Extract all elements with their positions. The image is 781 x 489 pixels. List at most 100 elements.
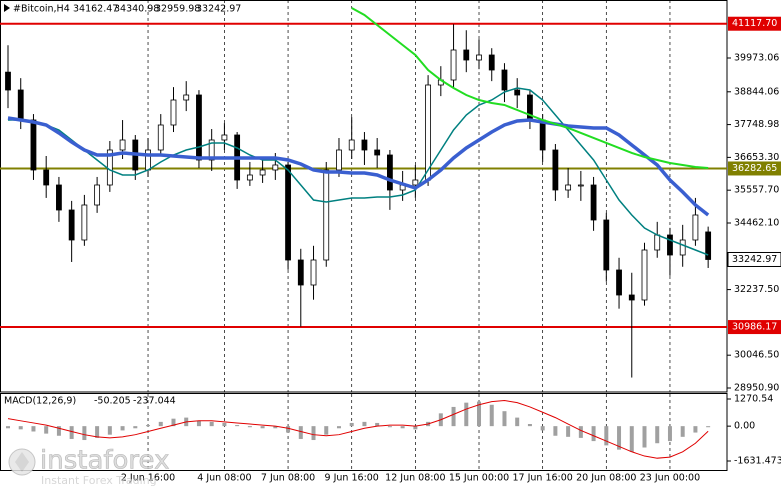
macd-bar <box>120 426 125 431</box>
candle-body <box>577 184 584 187</box>
axes: 2 Jun 16:00 4 Jun 08:00 7 Jun 08:00 9 Jun 1… <box>121 16 781 484</box>
candle-body <box>183 94 190 101</box>
macd-bar <box>222 422 227 427</box>
candle-body <box>119 139 126 151</box>
y-tick-label: 38844.06 <box>734 86 779 97</box>
candle-body <box>705 231 712 260</box>
macd-bar <box>527 424 532 427</box>
ohlc-low: 32959.98 <box>155 4 200 15</box>
macd-bar <box>260 426 265 429</box>
macd-bar <box>171 418 176 427</box>
macd-bar <box>44 426 49 434</box>
candle-body <box>679 239 686 256</box>
y-tick-label: 34462.10 <box>734 217 779 228</box>
candle-body <box>654 234 661 251</box>
macd-bar <box>336 426 341 429</box>
moving-average <box>7 116 710 217</box>
candle-body <box>348 139 355 151</box>
candle-body <box>30 119 37 171</box>
x-tick-label: 4 Jun 08:00 <box>197 473 251 484</box>
macd-bar <box>540 426 545 431</box>
price-label-box <box>727 251 781 267</box>
macd-bar <box>566 426 571 437</box>
macd-bar <box>18 426 23 430</box>
candle-body <box>196 94 202 161</box>
macd-bar <box>298 426 303 439</box>
candle-body <box>323 169 330 261</box>
macd-name: MACD(12,26,9) <box>4 396 76 407</box>
candle-body <box>463 49 470 61</box>
candle-body <box>310 259 317 286</box>
macd-bar <box>515 417 520 427</box>
level-label-box <box>728 161 781 176</box>
candle-body <box>56 184 62 211</box>
candle-body <box>501 69 508 91</box>
level-label-box <box>728 16 781 31</box>
ohlc-high: 34340.98 <box>114 4 159 15</box>
candle-body <box>297 259 304 286</box>
macd-bar <box>693 426 698 433</box>
macd-bar <box>146 425 151 427</box>
candle-body <box>412 179 419 186</box>
moving-average <box>8 87 709 256</box>
candle-body <box>68 209 75 241</box>
macd-bar <box>107 426 112 435</box>
candle-body <box>285 164 291 261</box>
y-tick-label: 32237.50 <box>734 284 779 295</box>
macd-bar <box>95 426 100 438</box>
macd-bar <box>413 426 418 430</box>
macd-bar <box>311 426 316 441</box>
macd-bar <box>591 426 596 442</box>
macd-bar <box>400 426 405 429</box>
macd-bar <box>247 426 252 428</box>
candle-body <box>246 174 253 181</box>
y-tick-label: 0.00 <box>734 421 755 432</box>
macd-bar <box>629 426 634 452</box>
watermark-logo-mark <box>15 452 29 472</box>
level-label: 30986.17 <box>732 322 777 333</box>
candle-body <box>514 89 521 96</box>
header-icon <box>4 4 10 12</box>
x-tick-label: 23 Jun 00:00 <box>640 473 700 484</box>
candle-body <box>590 184 597 221</box>
macd-bar <box>617 426 622 450</box>
macd-bar <box>158 421 163 427</box>
candle-body <box>552 149 559 191</box>
macd-bar <box>642 426 647 448</box>
main-panel <box>0 0 728 393</box>
candle-body <box>386 154 393 191</box>
candle-body <box>450 49 457 81</box>
x-tick-label: 17 Jun 16:00 <box>512 473 572 484</box>
candle-body <box>17 89 24 121</box>
candle-body <box>336 149 342 171</box>
y-tick-label: 36653.30 <box>734 152 779 163</box>
macd-panel <box>0 393 728 471</box>
y-tick-label: 37748.98 <box>734 119 779 130</box>
candle-body <box>221 134 228 141</box>
macd-bar <box>667 426 672 442</box>
candle-body <box>94 184 101 206</box>
candle-body <box>476 54 482 61</box>
macd-bar <box>578 426 583 438</box>
price-label: 33242.97 <box>732 254 777 265</box>
macd-bar <box>209 421 214 427</box>
macd-bar <box>349 422 354 427</box>
candle-body <box>170 99 177 126</box>
macd-bar <box>286 426 291 433</box>
macd-bar <box>477 401 482 427</box>
candle-body <box>259 169 266 176</box>
x-tick-label: 15 Jun 00:00 <box>449 473 509 484</box>
symbol: #Bitcoin,H4 <box>13 4 70 15</box>
x-tick-label: 7 Jun 08:00 <box>261 473 315 484</box>
candle-body <box>374 149 381 156</box>
candle-body <box>488 54 495 71</box>
candle-body <box>361 139 368 151</box>
y-tick-label: -1631.473 <box>734 455 781 466</box>
watermark-tagline: Instant Forex Trading <box>41 474 157 487</box>
level-label: 36282.65 <box>732 163 777 174</box>
candle-body <box>603 219 610 271</box>
candle-body <box>641 249 648 301</box>
x-tick-label: 12 Jun 08:00 <box>385 473 445 484</box>
macd-bar <box>69 426 74 439</box>
